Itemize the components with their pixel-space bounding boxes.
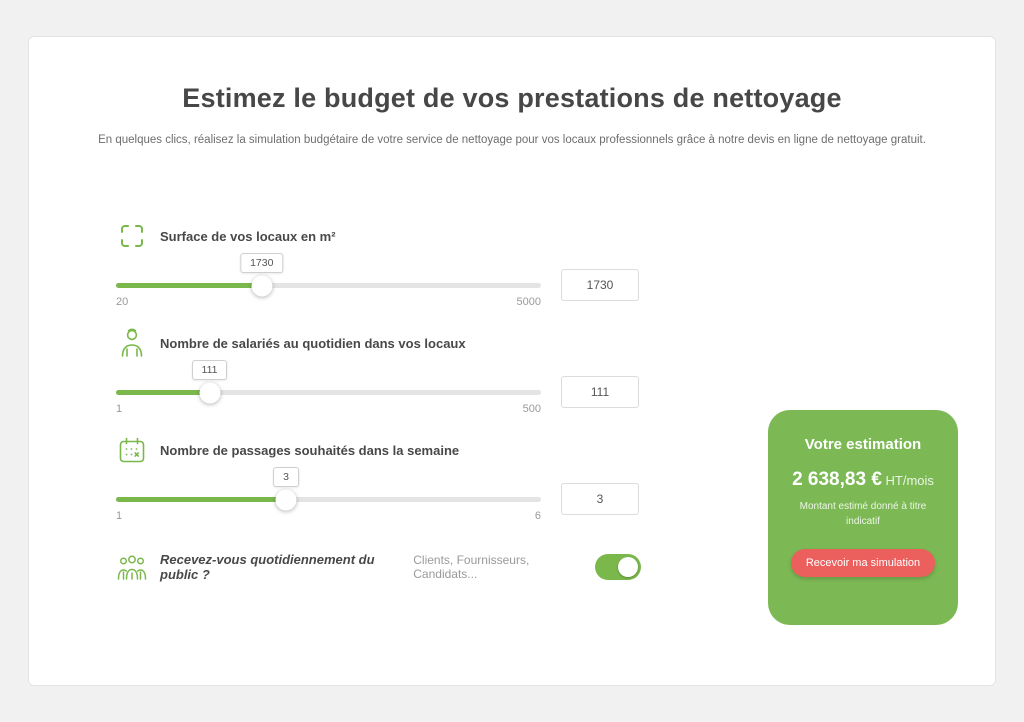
surface-minmax: 20 5000 xyxy=(116,296,541,308)
estimation-card: Votre estimation 2 638,83 € HT/mois Mont… xyxy=(768,410,958,625)
employees-slider-track[interactable] xyxy=(116,382,541,403)
public-toggle-row: Recevez-vous quotidiennement du public ?… xyxy=(116,552,641,582)
surface-row-head: Surface de vos locaux en m² xyxy=(116,221,641,251)
estimation-unit: HT/mois xyxy=(885,473,934,488)
visits-slider-track[interactable] xyxy=(116,489,541,510)
surface-slider-track[interactable] xyxy=(116,275,541,296)
public-hint-label: Clients, Fournisseurs, Candidats... xyxy=(413,553,530,581)
estimator-panel: Estimez le budget de vos prestations de … xyxy=(28,36,996,686)
visits-input[interactable] xyxy=(561,483,639,515)
visits-max-label: 6 xyxy=(534,510,541,522)
visits-row-head: Nombre de passages souhaités dans la sem… xyxy=(116,435,641,465)
employees-slider-row: Nombre de salariés au quotidien dans vos… xyxy=(116,328,641,415)
estimation-note: Montant estimé donné à titre indicatif xyxy=(799,501,927,527)
surface-input[interactable] xyxy=(561,269,639,301)
employees-slider-fill xyxy=(116,390,210,395)
surface-value-tooltip: 1730 xyxy=(240,253,284,273)
employees-min-label: 1 xyxy=(116,403,123,415)
visits-slider-area: 3 1 6 xyxy=(116,467,641,522)
people-icon xyxy=(116,552,148,582)
estimator-content: Surface de vos locaux en m² 1730 20 5000 xyxy=(116,221,995,625)
surface-label: Surface de vos locaux en m² xyxy=(160,228,336,244)
employees-input[interactable] xyxy=(561,376,639,408)
worker-icon xyxy=(116,327,148,359)
surface-slider-row: Surface de vos locaux en m² 1730 20 5000 xyxy=(116,221,641,308)
visits-min-label: 1 xyxy=(116,510,123,522)
public-question-label: Recevez-vous quotidiennement du public ? xyxy=(160,552,375,582)
visits-slider-row: Nombre de passages souhaités dans la sem… xyxy=(116,435,641,522)
employees-label: Nombre de salariés au quotidien dans vos… xyxy=(160,335,466,351)
surface-slider-fill xyxy=(116,283,262,288)
crop-frame-icon xyxy=(116,223,148,249)
receive-simulation-button[interactable]: Recevoir ma simulation xyxy=(790,549,936,577)
estimation-amount-line: 2 638,83 € HT/mois xyxy=(782,469,944,491)
calendar-icon xyxy=(116,437,148,464)
surface-slider-wrap: 1730 20 5000 xyxy=(116,253,541,308)
sliders-column: Surface de vos locaux en m² 1730 20 5000 xyxy=(116,221,641,582)
surface-slider-area: 1730 20 5000 xyxy=(116,253,641,308)
visits-slider-wrap: 3 1 6 xyxy=(116,467,541,522)
visits-slider-fill xyxy=(116,497,286,502)
estimation-amount: 2 638,83 € xyxy=(792,469,882,490)
visits-slider-handle[interactable] xyxy=(275,489,297,510)
visits-value-tooltip: 3 xyxy=(273,467,299,487)
public-toggle-knob xyxy=(618,557,638,577)
employees-slider-area: 111 1 500 xyxy=(116,360,641,415)
employees-slider-handle[interactable] xyxy=(199,382,220,403)
employees-slider-wrap: 111 1 500 xyxy=(116,360,541,415)
employees-max-label: 500 xyxy=(522,403,541,415)
surface-slider-handle[interactable] xyxy=(251,275,273,296)
page-title: Estimez le budget de vos prestations de … xyxy=(182,83,842,113)
employees-minmax: 1 500 xyxy=(116,403,541,415)
employees-value-tooltip: 111 xyxy=(191,360,228,380)
surface-min-label: 20 xyxy=(116,296,129,308)
surface-max-label: 5000 xyxy=(516,296,541,308)
estimation-title: Votre estimation xyxy=(804,436,922,453)
visits-label: Nombre de passages souhaités dans la sem… xyxy=(160,442,460,458)
page-subtitle: En quelques clics, réalisez la simulatio… xyxy=(98,134,926,146)
public-toggle[interactable] xyxy=(595,554,641,580)
employees-row-head: Nombre de salariés au quotidien dans vos… xyxy=(116,328,641,358)
visits-minmax: 1 6 xyxy=(116,510,541,522)
